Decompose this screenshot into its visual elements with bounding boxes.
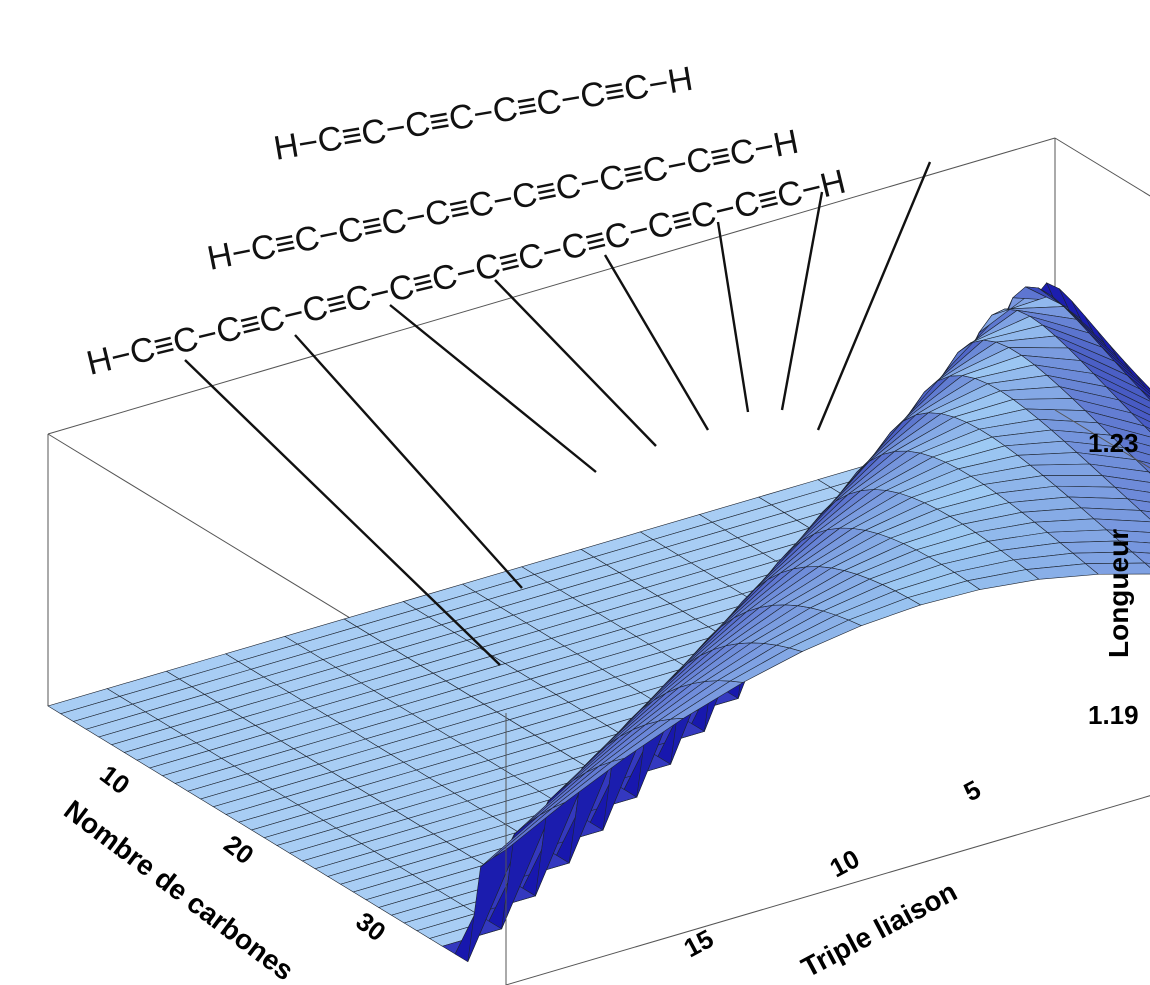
molecule-annotation-1: H−C≡C−C≡C−C≡C−C≡C−H — [271, 60, 696, 168]
leader-line — [184, 359, 501, 666]
leader-line — [294, 334, 523, 589]
y-tick-label: 15 — [679, 923, 719, 963]
surface-cell — [1139, 509, 1150, 520]
annotation-leader-lines — [184, 161, 932, 666]
leader-line — [389, 304, 597, 473]
x-tick-label: 30 — [350, 906, 391, 947]
leader-line — [716, 221, 750, 413]
box-edge — [1054, 409, 1150, 469]
box-edge — [47, 137, 1056, 435]
surface-cell — [1084, 562, 1150, 575]
surface-cell — [1143, 562, 1150, 568]
x-tick-label: 20 — [218, 829, 259, 870]
leader-line — [603, 254, 710, 431]
y-tick-label: 10 — [825, 843, 865, 883]
front-box-lines — [505, 137, 1150, 985]
leader-line — [780, 191, 824, 411]
leader-line — [816, 161, 932, 431]
surface-cell — [1144, 425, 1150, 433]
box-edge — [505, 795, 1150, 985]
y-tick-label: 5 — [959, 774, 986, 807]
leader-line — [494, 279, 657, 447]
x-tick-label: 10 — [94, 759, 135, 800]
box-edge — [1054, 137, 1150, 197]
z-tick-label: 1.19 — [1088, 700, 1139, 730]
surface-mesh — [47, 282, 1150, 963]
z-tick-label: 1.23 — [1088, 428, 1139, 458]
surface-cell — [1139, 388, 1150, 401]
z-axis-label: Longueur — [1103, 529, 1134, 658]
y-axis-label: Triple liaison — [796, 876, 962, 984]
